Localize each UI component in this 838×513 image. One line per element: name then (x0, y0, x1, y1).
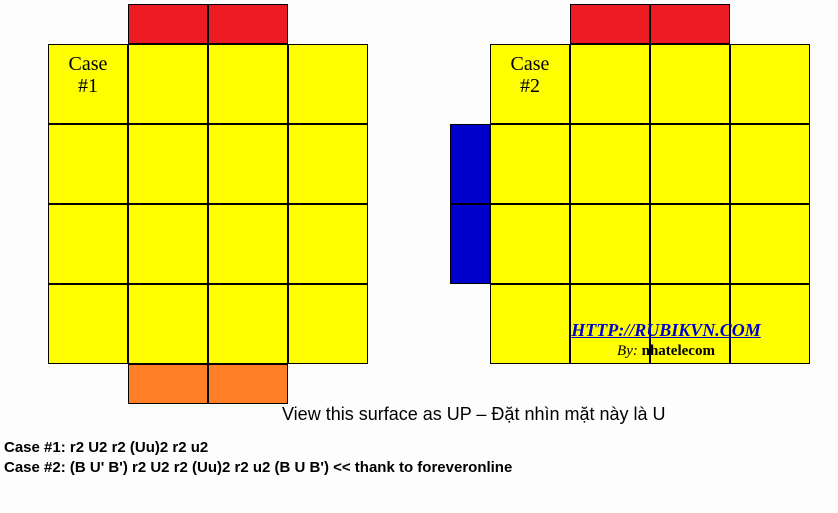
credit-by-label: By: (617, 343, 642, 359)
cell-r1-c4 (730, 44, 810, 124)
cell-r2-c5 (810, 124, 838, 204)
cell-r1-c2 (570, 44, 650, 124)
cell-r2-c4 (730, 124, 810, 204)
cell-r1-c5 (368, 44, 408, 124)
credit-byline: By: nhatelecom (536, 343, 796, 360)
cell-r5-c5 (810, 364, 838, 404)
cube-case-1: Case #1 (8, 4, 408, 404)
cell-r3-c3 (208, 204, 288, 284)
credit-by-name: nhatelecom (642, 343, 715, 359)
cell-r0-c4 (730, 4, 810, 44)
cell-r5-c3 (208, 364, 288, 404)
cell-r5-c0 (450, 364, 490, 404)
cell-r0-c1 (48, 4, 128, 44)
cell-r5-c3 (650, 364, 730, 404)
cell-r5-c0 (8, 364, 48, 404)
cell-r5-c1 (48, 364, 128, 404)
cell-r3-c0 (450, 204, 490, 284)
cell-r5-c5 (368, 364, 408, 404)
cell-r2-c2 (570, 124, 650, 204)
cell-r0-c0 (8, 4, 48, 44)
cell-r0-c3 (650, 4, 730, 44)
cell-r4-c5 (368, 284, 408, 364)
cell-r3-c4 (730, 204, 810, 284)
cell-r4-c0 (450, 284, 490, 364)
cube-grid: Case #1 (8, 4, 408, 404)
cell-r2-c1 (48, 124, 128, 204)
cell-r2-c2 (128, 124, 208, 204)
cell-r1-c5 (810, 44, 838, 124)
credit-block: HTTP://RUBIKVN.COM By: nhatelecom (536, 320, 796, 360)
cell-r3-c5 (810, 204, 838, 284)
cell-r3-c1 (48, 204, 128, 284)
cell-r0-c3 (208, 4, 288, 44)
cell-r2-c1 (490, 124, 570, 204)
cell-r0-c4 (288, 4, 368, 44)
cell-r0-c1 (490, 4, 570, 44)
algorithms-block: Case #1: r2 U2 r2 (Uu)2 r2 u2Case #2: (B… (4, 438, 512, 479)
cell-r4-c0 (8, 284, 48, 364)
cell-r2-c3 (208, 124, 288, 204)
cell-r1-c0 (8, 44, 48, 124)
case-label: Case #1 (48, 44, 128, 124)
cell-r0-c5 (810, 4, 838, 44)
cell-r2-c5 (368, 124, 408, 204)
cell-r2-c4 (288, 124, 368, 204)
cell-r1-c3 (208, 44, 288, 124)
cell-r5-c2 (570, 364, 650, 404)
cell-r2-c0 (450, 124, 490, 204)
caption-text: View this surface as UP – Đặt nhìn mặt n… (282, 404, 666, 425)
cell-r2-c0 (8, 124, 48, 204)
cell-r4-c5 (810, 284, 838, 364)
cell-r4-c4 (288, 284, 368, 364)
cell-r4-c1 (48, 284, 128, 364)
cell-r4-c2 (128, 284, 208, 364)
cell-r5-c2 (128, 364, 208, 404)
cell-r3-c0 (8, 204, 48, 284)
cell-r0-c5 (368, 4, 408, 44)
cell-r3-c5 (368, 204, 408, 284)
cell-r5-c1 (490, 364, 570, 404)
cell-r2-c3 (650, 124, 730, 204)
cell-r4-c3 (208, 284, 288, 364)
case-label: Case #2 (490, 44, 570, 124)
cell-r0-c2 (570, 4, 650, 44)
cell-r3-c1 (490, 204, 570, 284)
algo-line-2: Case #2: (B U' B') r2 U2 r2 (Uu)2 r2 u2 … (4, 458, 512, 478)
cell-r3-c3 (650, 204, 730, 284)
cell-r1-c2 (128, 44, 208, 124)
algo-line-1: Case #1: r2 U2 r2 (Uu)2 r2 u2 (4, 438, 512, 458)
cell-r3-c2 (570, 204, 650, 284)
cell-r3-c4 (288, 204, 368, 284)
cell-r1-c3 (650, 44, 730, 124)
cell-r5-c4 (730, 364, 810, 404)
cell-r0-c2 (128, 4, 208, 44)
cell-r1-c0 (450, 44, 490, 124)
cell-r3-c2 (128, 204, 208, 284)
cell-r1-c4 (288, 44, 368, 124)
credit-url[interactable]: HTTP://RUBIKVN.COM (536, 320, 796, 341)
cell-r5-c4 (288, 364, 368, 404)
cell-r0-c0 (450, 4, 490, 44)
